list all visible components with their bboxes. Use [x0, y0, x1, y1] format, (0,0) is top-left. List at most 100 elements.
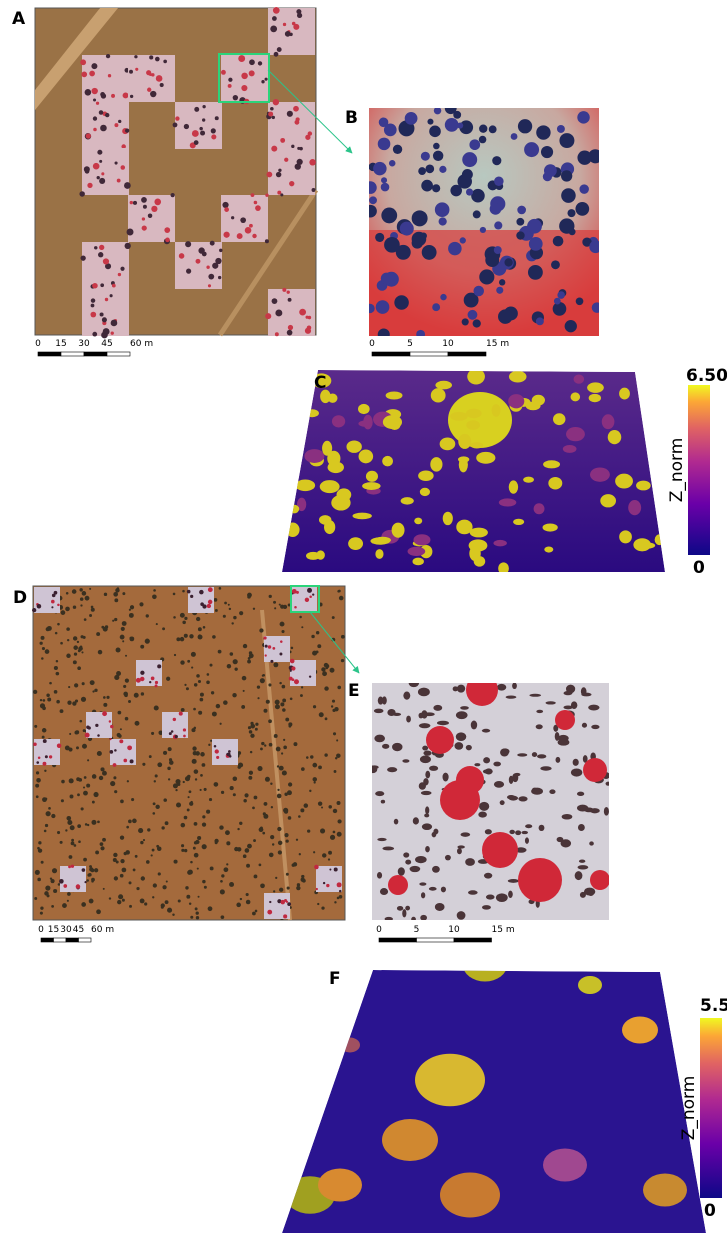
shrub — [41, 861, 44, 864]
page: {"panels": [ {"label": "A", "scale_bar":… — [0, 0, 727, 1234]
scale-label: 45 — [73, 925, 84, 935]
canopy — [362, 482, 380, 490]
shrub — [580, 892, 586, 898]
shrub — [179, 253, 185, 259]
shrub — [101, 93, 106, 98]
shrub — [234, 667, 237, 670]
shrub — [379, 117, 389, 127]
shrub — [100, 312, 104, 316]
canopy — [358, 404, 370, 414]
shrub — [562, 814, 573, 820]
shrub — [278, 169, 281, 172]
shrub — [110, 725, 113, 728]
shrub — [116, 648, 121, 653]
shrub — [479, 802, 489, 811]
shrub — [299, 309, 306, 316]
canopy — [652, 421, 661, 437]
shrub — [317, 903, 319, 905]
shrub — [251, 193, 255, 197]
shrub — [174, 860, 178, 864]
shrub — [422, 823, 432, 830]
shrub — [187, 660, 190, 663]
shrub — [529, 694, 541, 697]
shrub — [536, 317, 544, 325]
shrub — [212, 635, 216, 639]
shrub — [180, 637, 184, 641]
shrub — [69, 733, 71, 735]
shrub — [260, 678, 265, 683]
canopy — [318, 1169, 362, 1202]
shrub — [142, 225, 147, 230]
shrub — [179, 712, 183, 716]
shrub — [273, 662, 278, 667]
shrub — [224, 867, 229, 872]
shrub — [228, 78, 232, 82]
shrub — [135, 68, 138, 71]
shrub — [186, 269, 191, 274]
shrub — [333, 732, 336, 735]
shrub — [191, 652, 196, 657]
shrub — [321, 667, 325, 671]
shrub — [249, 70, 255, 76]
shrub — [42, 647, 45, 650]
shrub — [160, 83, 164, 87]
canopy — [401, 497, 414, 504]
shrub — [226, 841, 230, 845]
shrub — [282, 699, 286, 703]
shrub — [123, 685, 126, 688]
shrub — [45, 649, 50, 654]
shrub — [310, 755, 313, 758]
shrub — [259, 628, 263, 632]
canopy — [458, 434, 471, 449]
shrub — [80, 604, 82, 606]
shrub — [249, 59, 255, 65]
shrub — [154, 706, 159, 711]
shrub — [32, 608, 36, 612]
scale-segment — [79, 938, 92, 942]
shrub — [116, 861, 119, 864]
shrub — [432, 866, 440, 873]
shrub — [190, 595, 193, 598]
shrub — [221, 70, 226, 75]
shrub — [269, 595, 272, 598]
shrub — [85, 733, 90, 738]
shrub — [236, 903, 241, 908]
shrub — [36, 771, 39, 774]
shrub — [200, 752, 205, 757]
shrub — [280, 605, 284, 609]
canopy — [523, 477, 534, 483]
shrub — [429, 126, 441, 138]
shrub — [200, 789, 202, 791]
shrub — [581, 687, 587, 696]
shrub — [411, 917, 416, 922]
canopy — [286, 459, 298, 469]
shrub — [274, 607, 276, 609]
shrub — [200, 774, 203, 777]
shrub — [442, 773, 448, 782]
shrub — [97, 820, 100, 823]
shrub — [152, 849, 155, 852]
shrub — [69, 778, 74, 783]
canopy — [319, 515, 331, 525]
shrub — [282, 685, 286, 689]
scale-label: 30 — [60, 925, 72, 935]
shrub — [192, 759, 197, 764]
shrub — [167, 908, 172, 913]
shrub — [482, 905, 491, 910]
shrub — [233, 776, 238, 781]
shrub — [246, 900, 251, 905]
shrub — [81, 72, 87, 78]
shrub — [423, 778, 428, 785]
shrub — [524, 142, 539, 157]
shrub — [279, 888, 283, 892]
shrub — [318, 766, 322, 770]
shrub — [209, 798, 212, 801]
shrub — [441, 887, 446, 893]
shrub — [223, 232, 229, 238]
shrub — [146, 614, 149, 617]
shrub — [237, 828, 239, 830]
shrub — [511, 133, 518, 140]
shrub — [433, 151, 443, 161]
shrub — [432, 303, 440, 311]
shrub — [499, 279, 505, 285]
